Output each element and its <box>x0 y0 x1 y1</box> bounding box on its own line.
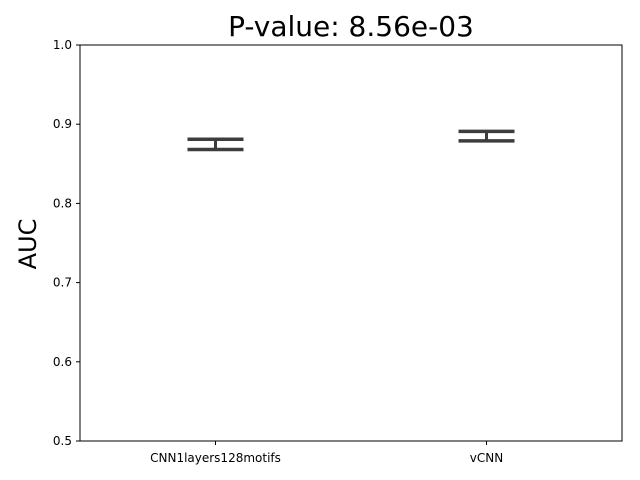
y-tick-label: 1.0 <box>53 38 72 52</box>
y-tick-label: 0.8 <box>53 196 72 210</box>
y-tick-label: 0.5 <box>53 434 72 448</box>
y-axis-label: AUC <box>14 219 42 270</box>
x-axis: CNN1layers128motifs vCNN <box>150 441 503 465</box>
x-tick-label: CNN1layers128motifs <box>150 451 281 465</box>
plot-area <box>187 129 515 152</box>
y-tick-label: 0.6 <box>53 355 72 369</box>
y-tick-label: 0.9 <box>53 117 72 131</box>
y-axis: 0.5 0.6 0.7 0.8 0.9 1.0 <box>53 38 80 448</box>
chart-title: P-value: 8.56e-03 <box>228 10 474 43</box>
y-tick-label: 0.7 <box>53 276 72 290</box>
x-tick-label: vCNN <box>470 451 503 465</box>
plot-frame <box>79 44 623 442</box>
